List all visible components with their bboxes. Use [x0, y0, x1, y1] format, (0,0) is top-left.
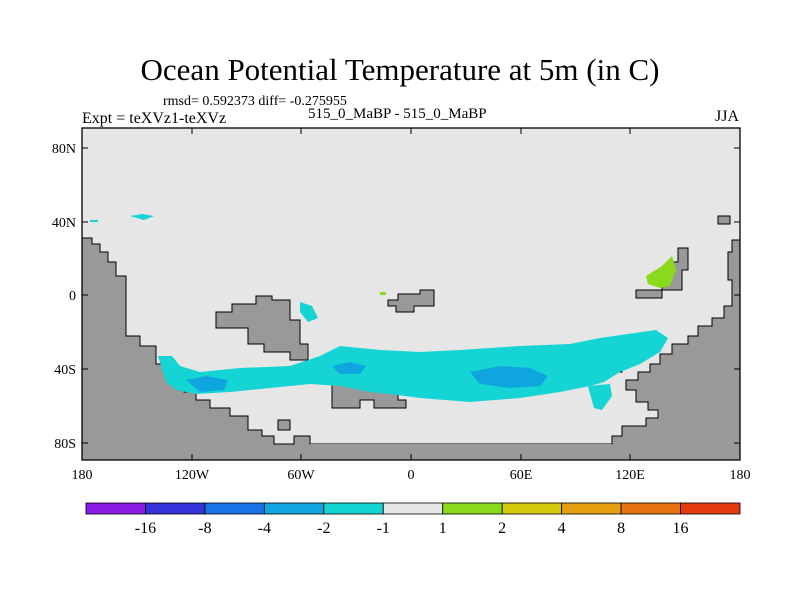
colorbar-box — [442, 502, 503, 515]
anomaly-patch-minus2-b — [470, 366, 548, 388]
lon-tick-label: 60W — [287, 468, 315, 483]
lon-tick-label: 120W — [175, 468, 210, 483]
colorbar-label: 16 — [673, 520, 689, 537]
anomaly-patch-minus1-north — [130, 214, 154, 220]
stats-label: rmsd= 0.592373 diff= -0.275955 — [163, 94, 347, 109]
colorbar-label: 4 — [558, 520, 566, 537]
land-bottom-ribbon — [310, 444, 612, 460]
lat-tick-label: 80N — [52, 142, 76, 157]
experiment-label: Expt = teXVz1-teXVz — [82, 110, 227, 127]
land-west-continent — [81, 237, 741, 461]
anomaly-patch-minus1-coast — [90, 220, 98, 222]
lat-tick-marks — [82, 147, 740, 444]
anomaly-patch-minus1-pacific — [300, 302, 318, 322]
colorbar-box — [501, 502, 563, 515]
anomaly-patch-plus2 — [646, 256, 676, 288]
land-island-c — [387, 289, 435, 313]
colorbar-label: -4 — [258, 520, 271, 537]
lat-tick-labels: 80N 40N 0 40S 80S — [52, 142, 76, 452]
colorbar-label: -1 — [377, 520, 390, 537]
colorbar-label: -2 — [317, 520, 330, 537]
lon-tick-label: 0 — [408, 468, 415, 483]
land-island-a — [215, 295, 309, 361]
colorbar-box — [620, 502, 681, 515]
lat-tick-label: 40N — [52, 216, 76, 231]
colorbar-box — [382, 502, 444, 515]
land-masses — [81, 215, 741, 461]
lon-tick-label: 180 — [730, 468, 751, 483]
colorbar-label: -8 — [198, 520, 211, 537]
colorbar-box — [680, 502, 741, 515]
anomaly-speck-plus2 — [380, 292, 386, 295]
colorbar-label: -16 — [135, 520, 156, 537]
lat-tick-label: 80S — [54, 437, 76, 452]
colorbar-label: 2 — [498, 520, 506, 537]
colorbar-box — [85, 502, 146, 515]
case-label: 515_0_MaBP - 515_0_MaBP — [308, 106, 487, 122]
colorbar-label: 1 — [439, 520, 447, 537]
figure-title: Ocean Potential Temperature at 5m (in C) — [140, 52, 660, 87]
map-panel: 80N 40N 0 40S 80S 180 120W 60W 0 60E 120… — [52, 127, 751, 483]
season-label: JJA — [715, 108, 740, 125]
anomaly-patch-minus2-a — [186, 376, 228, 392]
colorbar-box — [323, 502, 384, 515]
colorbar-box — [263, 502, 325, 515]
land-island-f — [277, 419, 291, 431]
colorbar-label: 8 — [617, 520, 625, 537]
colorbar: -16 -8 -4 -2 -1 1 2 4 8 16 — [85, 502, 741, 537]
anomaly-patch-minus2-c — [332, 362, 366, 374]
anomaly-band-minus1-tail — [588, 384, 612, 410]
lon-tick-label: 180 — [72, 468, 93, 483]
lon-tick-label: 60E — [510, 468, 533, 483]
lon-tick-label: 120E — [615, 468, 645, 483]
lon-tick-labels: 180 120W 60W 0 60E 120E 180 — [72, 468, 751, 483]
lat-tick-label: 0 — [69, 289, 76, 304]
colorbar-box — [145, 502, 206, 515]
land-island-e — [717, 215, 731, 225]
colorbar-box — [561, 502, 622, 515]
lon-tick-marks — [81, 128, 741, 460]
colorbar-box — [204, 502, 265, 515]
lat-tick-label: 40S — [54, 363, 76, 378]
anomaly-fills — [90, 214, 676, 410]
